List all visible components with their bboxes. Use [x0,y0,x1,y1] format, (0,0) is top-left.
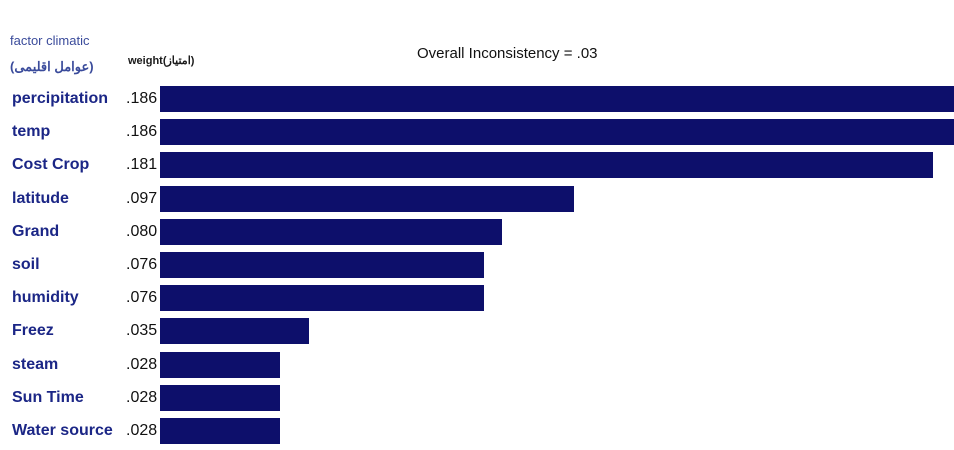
category-label: Water source [12,422,113,439]
value-label: .035 [126,322,158,339]
category-label: temp [12,123,51,140]
value-label: .028 [126,389,158,406]
bar [160,285,484,311]
bar [160,418,280,444]
value-label: .186 [126,90,158,107]
bar [160,119,954,145]
bar [160,219,502,245]
category-label: Freez [12,322,54,339]
category-label: percipitation [12,90,109,107]
value-label: .076 [126,256,158,273]
category-label: steam [12,356,59,373]
category-label: soil [12,256,40,273]
value-label: .097 [126,190,158,207]
value-label: .076 [126,289,158,306]
factor-header-line1: factor climatic [10,33,90,48]
value-label: .186 [126,123,158,140]
bar [160,86,954,112]
value-label: .028 [126,422,158,439]
category-label: Sun Time [12,389,84,406]
bar [160,252,484,278]
factor-header-line2: (عوامل اقلیمی) [10,59,94,74]
value-label: .028 [126,356,158,373]
bar [160,186,574,212]
bar [160,318,309,344]
category-label: Cost Crop [12,156,90,173]
bar [160,385,280,411]
bar [160,352,280,378]
value-label: .181 [126,156,158,173]
factor-column-header: factor climatic (عوامل اقلیمی) [10,28,130,80]
category-label: latitude [12,190,69,207]
category-label: Grand [12,223,60,240]
weight-column-header: weight(امتیاز) [128,55,195,67]
value-label: .080 [126,223,158,240]
chart-title: Overall Inconsistency = .03 [417,45,598,62]
bar [160,152,933,178]
category-label: humidity [12,289,79,306]
